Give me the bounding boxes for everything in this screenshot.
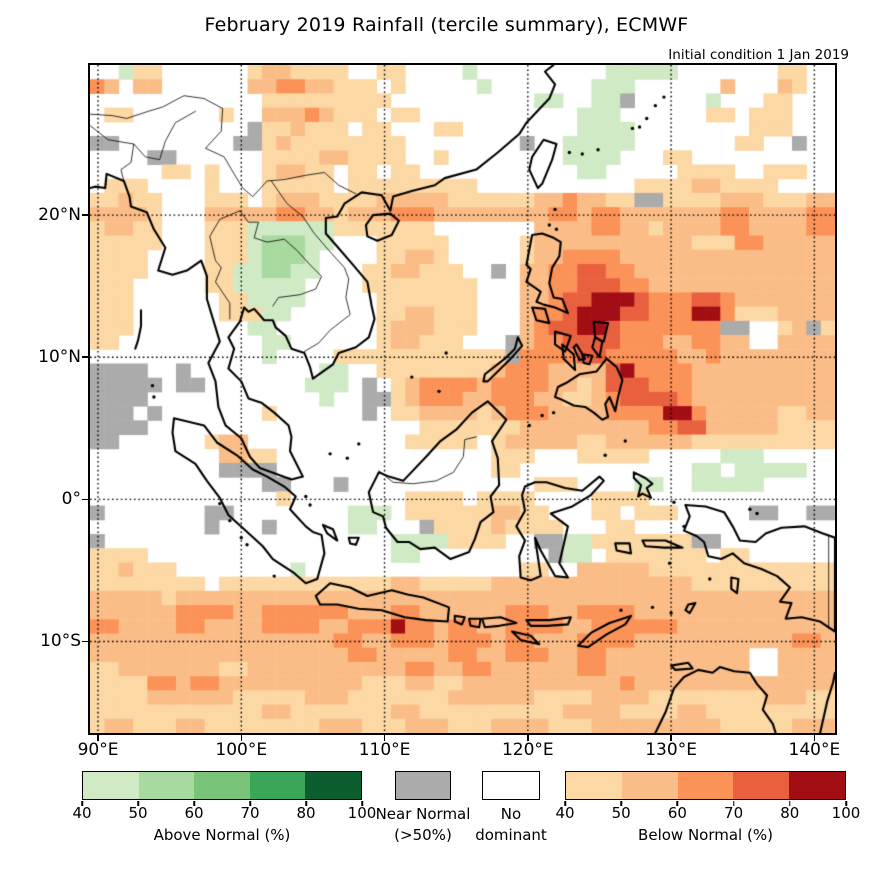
colorbar-tick-mark — [676, 801, 679, 806]
near-normal-swatch — [395, 771, 451, 800]
colorbar-segment — [733, 772, 790, 799]
colorbar-tick-label: 100 — [347, 804, 377, 822]
near-normal-label: Near Normal (>50%) — [376, 804, 471, 846]
near-normal-label-line1: Near Normal — [375, 805, 471, 823]
plot-subtitle: Initial condition 1 Jan 2019 — [668, 47, 849, 63]
x-tick-label: 110°E — [358, 740, 411, 760]
x-tick-label: 130°E — [645, 740, 697, 760]
colorbar-tick-mark — [137, 801, 139, 806]
colorbar-tick-label: 60 — [184, 804, 204, 822]
x-tick-mark — [670, 735, 672, 741]
colorbar-tick-mark — [845, 801, 847, 806]
x-tick-mark — [813, 735, 816, 741]
y-tick-mark — [82, 498, 88, 501]
near-normal-legend: Near Normal (>50%) — [376, 771, 470, 844]
above-normal-legend: Above Normal (%) 40 50 60 70 80 100 — [72, 771, 376, 844]
x-tick-label: 140°E — [788, 740, 841, 760]
colorbar-segment — [138, 772, 195, 799]
colorbar-tick-mark — [81, 801, 83, 806]
colorbar-segment — [305, 772, 361, 799]
colorbar-segment — [83, 772, 139, 799]
no-dominant-swatch — [482, 771, 540, 800]
above-normal-colorbar — [82, 771, 362, 800]
colorbar-tick-label: 60 — [667, 804, 687, 822]
x-tick-label: 90°E — [77, 740, 119, 760]
above-normal-label: Above Normal (%) — [153, 826, 291, 844]
colorbar-segment — [621, 772, 678, 799]
colorbar-tick-mark — [193, 801, 195, 806]
colorbar-tick-mark — [620, 801, 622, 806]
colorbar-tick-label: 50 — [128, 804, 148, 822]
x-tick-label: 120°E — [501, 740, 554, 760]
colorbar-tick-mark — [305, 801, 307, 806]
x-tick-mark — [97, 735, 99, 741]
y-tick-label: 0° — [61, 489, 81, 510]
y-tick-label: 10°S — [40, 631, 81, 652]
x-tick-mark — [240, 735, 243, 741]
colorbar-tick-label: 40 — [555, 804, 575, 822]
near-normal-label-line2: (>50%) — [394, 826, 452, 844]
no-dominant-legend: No dominant — [475, 771, 547, 844]
colorbar-tick-label: 50 — [611, 804, 631, 822]
colorbar-tick-mark — [249, 801, 251, 806]
x-tick-mark — [383, 735, 386, 741]
colorbar-tick-label: 100 — [831, 804, 861, 822]
colorbar-tick-mark — [361, 801, 363, 806]
colorbar-tick-label: 80 — [296, 804, 316, 822]
map-canvas — [90, 65, 835, 733]
no-dominant-label-line1: No — [500, 805, 522, 823]
x-tick-mark — [527, 735, 529, 741]
plot-title: February 2019 Rainfall (tercile summary)… — [204, 14, 689, 36]
colorbar-segment — [789, 772, 845, 799]
colorbar-segment — [249, 772, 306, 799]
y-tick-mark — [82, 214, 88, 216]
no-dominant-label: No dominant — [475, 804, 547, 846]
y-tick-mark — [82, 640, 88, 643]
below-normal-colorbar — [565, 771, 846, 800]
colorbar-tick-label: 70 — [724, 804, 744, 822]
colorbar-tick-mark — [564, 801, 566, 806]
colorbar-segment — [194, 772, 250, 799]
x-tick-label: 100°E — [215, 740, 268, 760]
colorbar-tick-mark — [732, 801, 735, 806]
colorbar-segment — [566, 772, 622, 799]
y-tick-label: 20°N — [38, 205, 81, 226]
colorbar-tick-label: 80 — [780, 804, 800, 822]
no-dominant-label-line2: dominant — [475, 826, 547, 844]
colorbar-segment — [677, 772, 734, 799]
colorbar-tick-label: 70 — [240, 804, 260, 822]
below-normal-legend: Below Normal (%) 40 50 60 70 80 100 — [555, 771, 860, 844]
colorbar-tick-label: 40 — [72, 804, 92, 822]
map-frame — [88, 63, 837, 735]
colorbar-tick-mark — [789, 801, 791, 806]
y-tick-label: 10°N — [38, 347, 81, 368]
y-tick-mark — [82, 356, 88, 358]
below-normal-label: Below Normal (%) — [638, 826, 773, 844]
